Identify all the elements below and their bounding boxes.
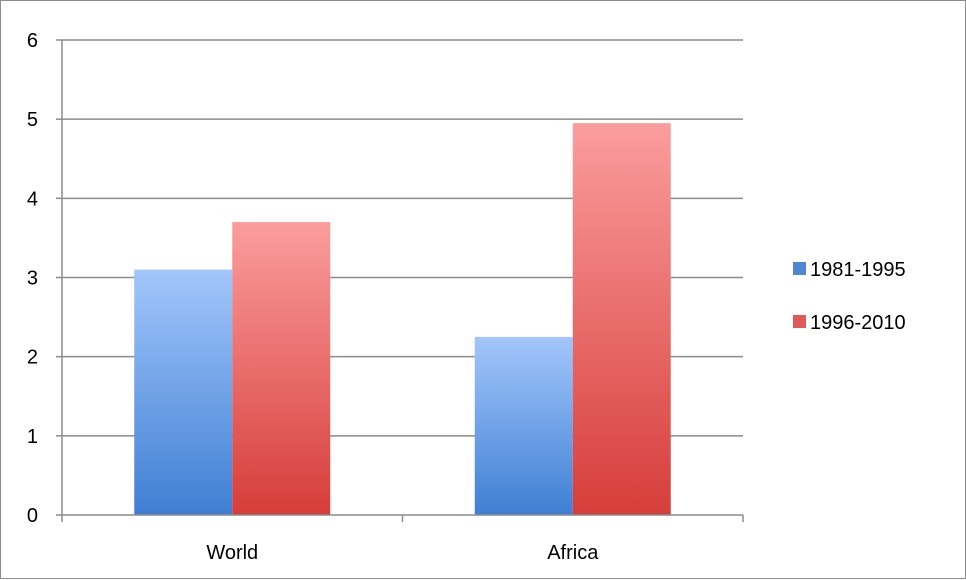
legend: 1981-1995 1996-2010 — [793, 259, 906, 334]
y-tick-label: 6 — [27, 30, 38, 52]
bar-world-series-2 — [232, 222, 331, 516]
x-tick-label: Africa — [547, 542, 599, 564]
legend-label: 1996-2010 — [810, 312, 906, 334]
bars — [134, 123, 671, 516]
x-tick-labels: World Africa — [206, 542, 599, 564]
legend-label: 1981-1995 — [810, 259, 906, 281]
x-tick-label: World — [206, 542, 258, 564]
y-tick-label: 1 — [27, 426, 38, 448]
legend-swatch — [793, 315, 806, 328]
y-tick-label: 2 — [27, 347, 38, 369]
y-tick-label: 4 — [27, 188, 38, 210]
bar-world-series-1 — [134, 269, 233, 515]
y-tick-labels: 0 1 2 3 4 5 6 — [27, 30, 38, 527]
axes — [56, 39, 744, 522]
legend-swatch — [793, 262, 806, 275]
bar-africa-series-2 — [572, 123, 671, 515]
y-tick-label: 3 — [27, 268, 38, 290]
y-tick-label: 5 — [27, 109, 38, 131]
bar-africa-series-1 — [474, 336, 573, 515]
y-tick-label: 0 — [27, 505, 38, 527]
